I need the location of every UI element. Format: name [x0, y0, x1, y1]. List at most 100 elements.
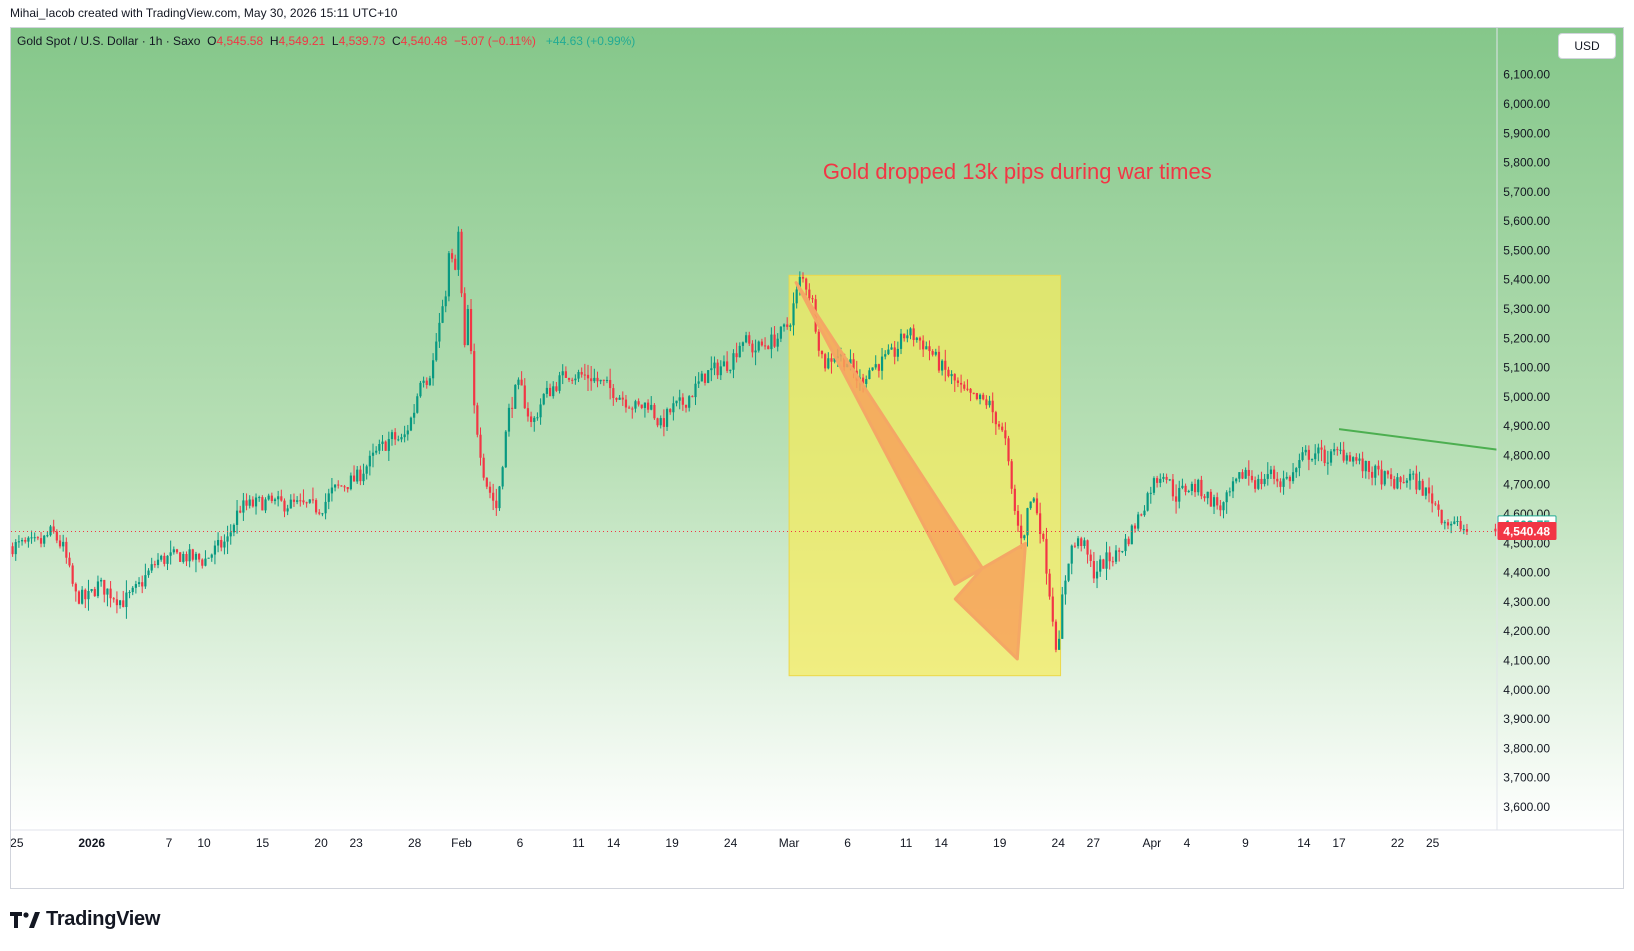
candle-body [684, 404, 688, 408]
candle-body [1124, 538, 1127, 552]
candle [1020, 514, 1023, 549]
candle-body [738, 345, 741, 358]
candle-body [533, 417, 536, 422]
candle [182, 551, 185, 564]
candle-body [1099, 559, 1102, 572]
tradingview-logo[interactable]: TradingView [10, 908, 160, 931]
candle [125, 580, 128, 619]
price-tick-label: 4,000.00 [1503, 683, 1550, 697]
candle-body [1301, 452, 1304, 461]
candle [501, 465, 504, 490]
candle-body [941, 360, 944, 371]
candle [678, 389, 681, 410]
candle-body [751, 343, 754, 353]
candle-body [77, 591, 81, 604]
candle [1193, 478, 1197, 497]
candle-body [1402, 482, 1405, 484]
candle-body [1095, 571, 1099, 579]
candle-body [90, 589, 93, 592]
candle-body [179, 552, 182, 562]
candle-body [653, 404, 656, 419]
time-tick-label: 17 [1332, 836, 1346, 850]
candle-body [779, 326, 782, 339]
candle [691, 395, 694, 398]
candle [90, 588, 93, 593]
candle [289, 494, 292, 509]
candle [1333, 442, 1336, 456]
candle-body [811, 298, 814, 300]
candle [896, 341, 899, 362]
candle-body [972, 392, 975, 394]
candle-body [615, 397, 618, 400]
candle-body [1121, 551, 1124, 553]
candle-body [643, 402, 647, 408]
candle [1206, 491, 1209, 505]
candle [1140, 513, 1143, 517]
candle [280, 489, 283, 502]
candle-body [318, 512, 321, 514]
candle [665, 407, 669, 431]
candle [653, 403, 656, 420]
candle-body [713, 362, 716, 369]
candle [172, 546, 175, 555]
candle-body [198, 553, 201, 560]
candle [1114, 545, 1118, 565]
candle-body [330, 487, 334, 494]
candle-body [207, 557, 210, 559]
candle [394, 428, 397, 446]
price-tick-label: 5,700.00 [1503, 185, 1550, 199]
candle [1352, 456, 1355, 467]
candle-body [694, 383, 697, 398]
time-tick-label: 22 [1391, 836, 1405, 850]
candle [1329, 449, 1333, 466]
candle-body [548, 387, 552, 397]
candle-body [776, 338, 779, 347]
candle [526, 402, 530, 422]
candle-body [688, 396, 691, 408]
candle [122, 590, 125, 608]
candle [1010, 459, 1013, 494]
candle [450, 248, 454, 263]
candle [141, 575, 144, 594]
candle-body [106, 588, 109, 595]
change-value-secondary: +44.63 (+0.99%) [545, 34, 636, 48]
candle [656, 417, 659, 428]
currency-button[interactable]: USD [1558, 33, 1616, 59]
candle [1345, 452, 1348, 465]
candle [805, 277, 808, 296]
candle-body [248, 499, 251, 506]
candle [147, 568, 150, 578]
candle [991, 392, 994, 424]
candle [539, 398, 542, 425]
candle-body [1127, 538, 1130, 545]
candle [346, 487, 349, 493]
candle [1250, 470, 1254, 483]
candle [824, 352, 827, 372]
candle-body [20, 540, 24, 542]
time-tick-label: 25 [1426, 836, 1440, 850]
candle [1298, 453, 1301, 477]
candle-body [624, 399, 628, 408]
candle [406, 424, 409, 441]
candle-body [1456, 520, 1459, 522]
price-chart[interactable]: Gold dropped 13k pips during war times 3… [11, 28, 1624, 889]
chart-frame[interactable]: Gold dropped 13k pips during war times 3… [10, 27, 1624, 889]
candle-body [669, 409, 672, 413]
last-price-label: 4,540.48 [1503, 524, 1550, 538]
candle [732, 349, 735, 379]
candle [985, 395, 988, 409]
candle-body [492, 492, 495, 501]
candle [1007, 435, 1010, 466]
candle-body [156, 559, 160, 566]
candle [1257, 474, 1260, 491]
candle-body [134, 584, 137, 588]
candle [1001, 422, 1004, 433]
candle-body [1222, 502, 1225, 511]
candle-body [966, 388, 969, 390]
candle-body [1276, 478, 1279, 482]
candle-body [700, 373, 703, 382]
candle-body [1061, 594, 1064, 639]
candle [963, 381, 966, 391]
candle-body [602, 379, 605, 381]
candle [1168, 478, 1171, 482]
